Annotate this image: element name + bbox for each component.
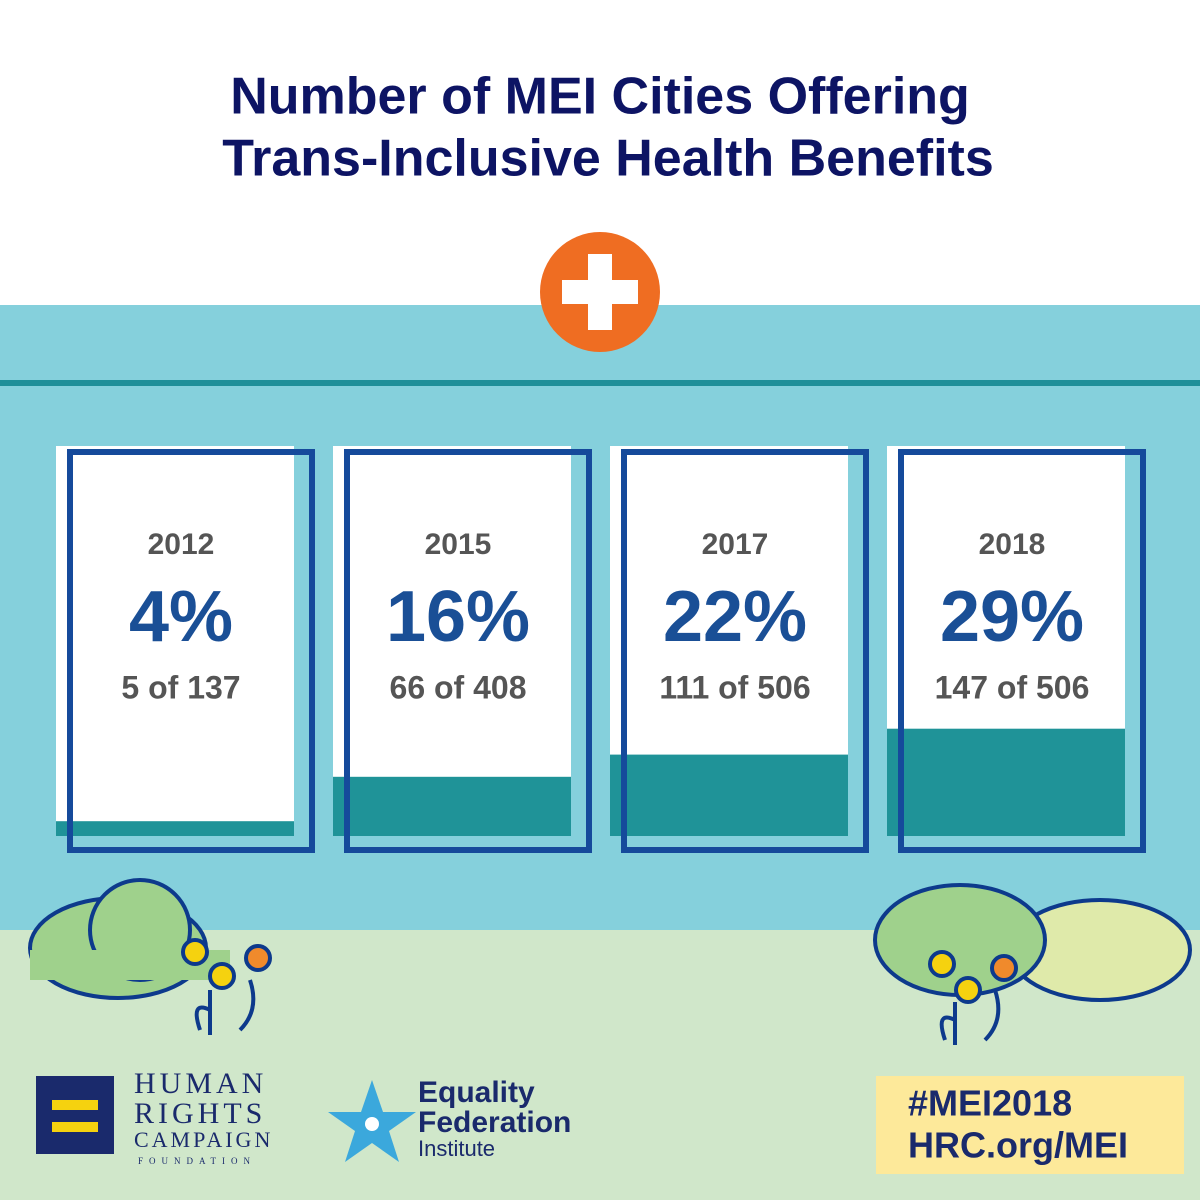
year: 2012 [148,528,215,561]
bar [610,754,848,836]
card-outline [344,449,592,853]
year: 2015 [425,528,492,561]
card-outline [898,449,1146,853]
hrc-logo [36,1076,114,1154]
card [333,446,571,836]
url: HRC.org/MEI [908,1125,1128,1166]
year: 2017 [702,528,769,561]
efi-text: Equality [418,1076,535,1109]
count-label: 5 of 137 [121,669,240,705]
card-outline [621,449,869,853]
count-label: 66 of 408 [390,669,527,705]
value-label: 16% [386,577,530,657]
count-label: 111 of 506 [659,669,810,705]
hrc-text: HUMAN [134,1067,267,1100]
hrc-text: CAMPAIGN [134,1127,273,1152]
title: Number of MEI Cities Offering [230,68,970,126]
value-label: 29% [940,577,1084,657]
efi-star-dot [365,1117,379,1131]
cross [588,254,612,330]
year: 2018 [979,528,1046,561]
hrc-text: FOUNDATION [138,1156,256,1166]
value-label: 4% [129,577,233,657]
bar [56,821,294,836]
hrc-text: RIGHTS [134,1097,266,1130]
efi-text: Institute [418,1136,495,1161]
card-outline [67,449,315,853]
bar [333,776,571,836]
cloud-right [873,883,1192,1045]
cloud-left [28,878,272,1035]
building-line [0,380,1200,386]
card [56,446,294,836]
value-label: 22% [663,577,807,657]
title: Trans-Inclusive Health Benefits [222,130,994,188]
count-label: 147 of 506 [935,669,1090,705]
efi-text: Federation [418,1106,571,1139]
hashtag: #MEI2018 [908,1083,1072,1124]
tag-box [876,1076,1184,1174]
bar [887,728,1125,836]
